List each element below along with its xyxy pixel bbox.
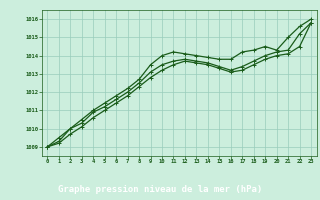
- Text: Graphe pression niveau de la mer (hPa): Graphe pression niveau de la mer (hPa): [58, 185, 262, 194]
